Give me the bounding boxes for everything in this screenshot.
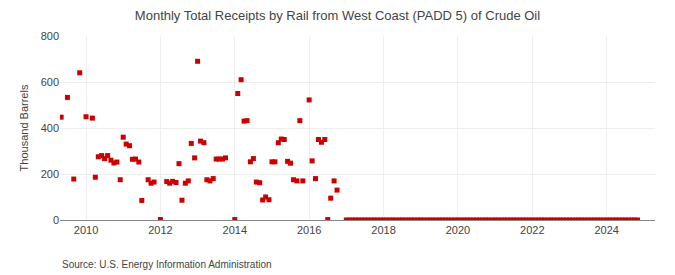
svg-text:Source: U.S. Energy Informatio: Source: U.S. Energy Information Administ… xyxy=(62,259,272,270)
svg-text:2022: 2022 xyxy=(520,224,544,236)
svg-text:0: 0 xyxy=(53,214,59,226)
svg-text:200: 200 xyxy=(41,168,59,180)
svg-text:400: 400 xyxy=(41,122,59,134)
svg-text:2014: 2014 xyxy=(223,224,247,236)
svg-text:2020: 2020 xyxy=(446,224,470,236)
svg-text:2024: 2024 xyxy=(594,224,618,236)
svg-text:800: 800 xyxy=(41,30,59,42)
svg-text:2012: 2012 xyxy=(148,224,172,236)
svg-text:2016: 2016 xyxy=(297,224,321,236)
svg-text:Thousand Barrels: Thousand Barrels xyxy=(18,84,30,171)
svg-text:2018: 2018 xyxy=(371,224,395,236)
svg-text:Monthly Total Receipts by Rail: Monthly Total Receipts by Rail from West… xyxy=(135,8,540,23)
svg-text:600: 600 xyxy=(41,76,59,88)
svg-text:2010: 2010 xyxy=(74,224,98,236)
